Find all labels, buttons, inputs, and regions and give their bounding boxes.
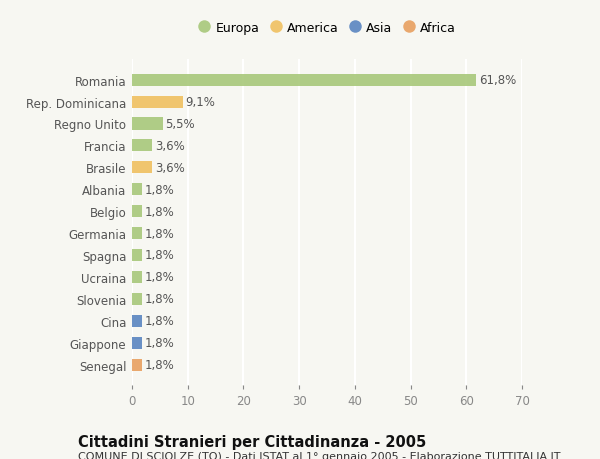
Bar [132,293,142,305]
Text: COMUNE DI SCIOLZE (TO) - Dati ISTAT al 1° gennaio 2005 - Elaborazione TUTTITALIA: COMUNE DI SCIOLZE (TO) - Dati ISTAT al 1… [78,451,560,459]
Text: 5,5%: 5,5% [166,118,195,131]
Text: 1,8%: 1,8% [145,205,175,218]
Bar [132,249,142,262]
Bar [132,315,142,327]
Text: 1,8%: 1,8% [145,249,175,262]
Text: 1,8%: 1,8% [145,227,175,240]
Bar [132,359,142,371]
Bar [132,228,142,240]
Bar [132,184,142,196]
Bar [132,271,142,283]
Text: 1,8%: 1,8% [145,271,175,284]
Text: 1,8%: 1,8% [145,336,175,349]
Bar [132,96,182,108]
Text: 3,6%: 3,6% [155,140,185,152]
Text: 9,1%: 9,1% [185,96,215,109]
Text: 3,6%: 3,6% [155,162,185,174]
Bar [132,206,142,218]
Bar [132,140,152,152]
Bar [132,337,142,349]
Bar [132,162,152,174]
Text: 1,8%: 1,8% [145,293,175,306]
Text: 1,8%: 1,8% [145,358,175,371]
Bar [132,74,476,86]
Bar [132,118,163,130]
Legend: Europa, America, Asia, Africa: Europa, America, Asia, Africa [193,17,461,40]
Text: Cittadini Stranieri per Cittadinanza - 2005: Cittadini Stranieri per Cittadinanza - 2… [78,434,426,449]
Text: 1,8%: 1,8% [145,314,175,327]
Text: 61,8%: 61,8% [479,74,517,87]
Text: 1,8%: 1,8% [145,183,175,196]
